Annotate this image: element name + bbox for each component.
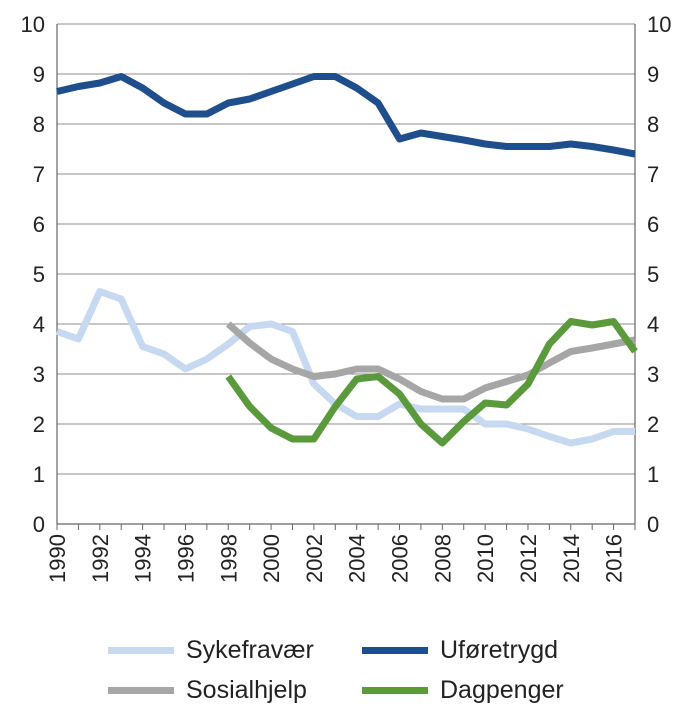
x-tick-2016: 2016 — [602, 534, 627, 583]
legend-item-sosialhjelp: Sosialhjelp — [108, 676, 307, 705]
y-tick-right-0: 0 — [647, 512, 659, 537]
x-tick-1998: 1998 — [216, 534, 241, 583]
legend-swatch-sosialhjelp — [108, 687, 174, 694]
x-tick-2012: 2012 — [516, 534, 541, 583]
y-tick-right-3: 3 — [647, 362, 659, 387]
y-tick-left-0: 0 — [33, 512, 45, 537]
x-tick-2008: 2008 — [430, 534, 455, 583]
legend-item-sykefravaer: Sykefravær — [108, 636, 314, 665]
x-axis-ticks: 1990 1992 1994 1996 1998 2000 2002 2004 2006 2008… — [45, 534, 627, 583]
y-tick-left-1: 1 — [33, 462, 45, 487]
legend-swatch-sykefravaer — [108, 647, 174, 654]
legend-swatch-dagpenger — [362, 687, 428, 694]
y-tick-left-2: 2 — [33, 412, 45, 437]
series-line-ufretrygd — [56, 73, 636, 158]
y-tick-left-4: 4 — [33, 312, 45, 337]
x-tick-2014: 2014 — [559, 534, 584, 583]
y-tick-left-5: 5 — [33, 262, 45, 287]
y-tick-left-6: 6 — [33, 212, 45, 237]
y-tick-left-8: 8 — [33, 112, 45, 137]
y-tick-right-4: 4 — [647, 312, 659, 337]
series-line-sykefravr — [55, 288, 635, 447]
legend-item-dagpenger: Dagpenger — [362, 676, 564, 705]
y-tick-right-8: 8 — [647, 112, 659, 137]
axes — [56, 24, 636, 530]
y-tick-right-6: 6 — [647, 212, 659, 237]
gridlines — [57, 23, 635, 475]
y-tick-right-10: 10 — [647, 12, 671, 37]
y-tick-left-7: 7 — [33, 162, 45, 187]
y-tick-right-5: 5 — [647, 262, 659, 287]
y-axis-right-ticks: 0 1 2 3 4 5 6 7 8 9 10 — [647, 12, 671, 537]
y-tick-right-9: 9 — [647, 62, 659, 87]
x-tick-1990: 1990 — [45, 534, 70, 583]
legend-label-uforetrygd: Uføretrygd — [440, 636, 559, 664]
x-tick-1992: 1992 — [88, 534, 113, 583]
y-axis-left-ticks: 0 1 2 3 4 5 6 7 8 9 10 — [21, 12, 45, 537]
series-lines — [55, 73, 638, 447]
y-tick-right-7: 7 — [647, 162, 659, 187]
y-tick-right-1: 1 — [647, 462, 659, 487]
legend-label-dagpenger: Dagpenger — [440, 676, 564, 704]
y-tick-left-3: 3 — [33, 362, 45, 387]
series-line-sosialhjelp — [225, 321, 636, 403]
x-tick-2010: 2010 — [473, 534, 498, 583]
legend-item-uforetrygd: Uføretrygd — [362, 636, 558, 665]
legend-label-sykefravaer: Sykefravær — [186, 636, 314, 664]
legend-swatch-uforetrygd — [362, 647, 428, 654]
x-tick-2004: 2004 — [345, 534, 370, 583]
series-line-dagpenger — [225, 318, 638, 447]
x-tick-1996: 1996 — [173, 534, 198, 583]
x-tick-2002: 2002 — [302, 534, 327, 583]
y-tick-left-10: 10 — [21, 12, 45, 37]
x-tick-1994: 1994 — [131, 534, 156, 583]
legend-label-sosialhjelp: Sosialhjelp — [186, 676, 307, 704]
x-tick-2000: 2000 — [259, 534, 284, 583]
y-tick-left-9: 9 — [33, 62, 45, 87]
y-tick-right-2: 2 — [647, 412, 659, 437]
x-tick-2006: 2006 — [388, 534, 413, 583]
legend: Sykefravær Uføretrygd Sosialhjelp Dagpen… — [0, 620, 700, 714]
